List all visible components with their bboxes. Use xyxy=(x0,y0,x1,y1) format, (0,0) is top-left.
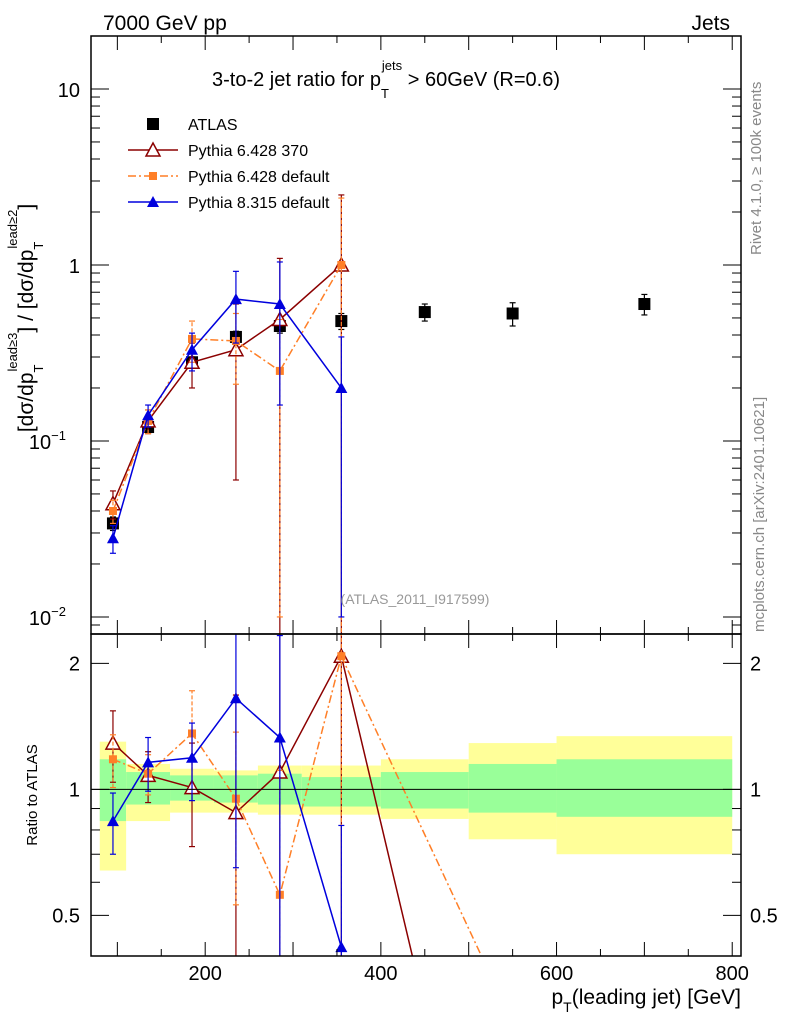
legend-item-atlas: ATLAS xyxy=(147,117,238,134)
main-series-p6_def xyxy=(108,197,346,634)
ratio-line-p8_def xyxy=(112,697,343,948)
ratio-panel-data xyxy=(104,634,483,956)
main-point-atlas-7 xyxy=(506,307,519,320)
xtick-label-400: 400 xyxy=(364,963,397,985)
ratio-point-p6_def-5 xyxy=(337,652,346,661)
main-point-p8_def-4 xyxy=(273,298,286,310)
ratio-clipped xyxy=(104,634,483,956)
band-inner-8 xyxy=(556,759,733,817)
ratio-point-p6_def-0 xyxy=(108,755,117,764)
mcplots-label: mcplots.cern.ch [arXiv:2401.10621] xyxy=(751,397,768,632)
ratio-point-p8_def-2 xyxy=(186,751,199,763)
band-inner-7 xyxy=(468,763,557,813)
xtick-label-200: 200 xyxy=(189,963,222,985)
legend-item-p6_def: Pythia 6.428 default xyxy=(128,169,330,186)
ratio-ylabel: Ratio to ATLAS xyxy=(24,744,41,845)
legend-marker-atlas xyxy=(147,118,159,130)
xtick-label-800: 800 xyxy=(716,963,749,985)
ytick-label-main-0.01: 10−2 xyxy=(29,604,66,630)
ratio-frame xyxy=(90,633,742,957)
main-series-p8_def xyxy=(106,261,348,618)
ytick-label-ratio-r-1: 1 xyxy=(750,779,761,801)
x-axis-label: pT(leading jet) [GeV] xyxy=(551,986,741,1015)
ratio-series-p8_def xyxy=(106,634,348,956)
ytick-label-ratio-l-0.5: 0.5 xyxy=(52,905,80,927)
xtick-label-600: 600 xyxy=(540,963,573,985)
main-panel-data xyxy=(104,194,651,634)
ytick-label-main-10: 10 xyxy=(58,80,80,102)
main-point-atlas-6 xyxy=(418,306,431,319)
ratio-point-p8_def-5 xyxy=(335,941,348,953)
legend-marker-p8_def xyxy=(147,196,159,207)
main-point-p8_def-3 xyxy=(229,293,242,305)
ratio-point-p8_def-0 xyxy=(106,815,119,827)
main-point-atlas-8 xyxy=(638,298,651,311)
main-line-p6_def xyxy=(112,264,342,512)
ratio-point-p8_def-1 xyxy=(142,756,155,768)
chart-title: 3-to-2 jet ratio for pTjets > 60GeV (R=0… xyxy=(212,58,560,101)
main-point-p8_def-0 xyxy=(106,532,119,544)
ratio-point-p8_def-4 xyxy=(273,731,286,743)
legend-item-p6_370: Pythia 6.428 370 xyxy=(128,141,308,160)
header-right: Jets xyxy=(691,12,730,35)
ytick-label-main-0.1: 10−1 xyxy=(29,428,66,454)
legend-label-p6_370: Pythia 6.428 370 xyxy=(188,143,308,160)
legend-label-p8_def: Pythia 8.315 default xyxy=(188,195,330,212)
ratio-point-p8_def-3 xyxy=(229,692,242,704)
main-point-p6_370-3 xyxy=(227,341,245,357)
legend-item-p8_def: Pythia 8.315 default xyxy=(128,195,330,212)
analysis-watermark: (ATLAS_2011_I917599) xyxy=(341,591,490,607)
ratio-series-p6_def xyxy=(108,634,483,956)
uncertainty-bands xyxy=(99,736,733,871)
header-left: 7000 GeV pp xyxy=(103,12,227,35)
legend: ATLAS Pythia 6.428 370 Pythia 6.428 defaul… xyxy=(128,117,330,212)
main-ylabel: [dσ/dpTlead≥3] / [dσ/dpTlead≥2] xyxy=(5,204,46,432)
main-point-p8_def-5 xyxy=(335,381,348,393)
main-point-p6_def-0 xyxy=(108,506,117,515)
main-line-p6_370 xyxy=(112,264,342,504)
axis-ticks xyxy=(91,35,741,956)
legend-label-p6_def: Pythia 6.428 default xyxy=(188,169,330,186)
ytick-label-ratio-r-0.5: 0.5 xyxy=(750,905,778,927)
band-inner-6 xyxy=(380,772,469,809)
legend-marker-p6_370 xyxy=(144,141,162,157)
ytick-label-ratio-l-1: 1 xyxy=(69,779,80,801)
main-point-p8_def-1 xyxy=(142,409,155,421)
rivet-label: Rivet 4.1.0, ≥ 100k events xyxy=(748,82,765,255)
legend-marker-p6_def xyxy=(149,172,157,180)
main-clipped xyxy=(104,194,651,634)
ytick-label-ratio-l-2: 2 xyxy=(69,653,80,675)
main-line-p8_def xyxy=(112,298,342,539)
ytick-label-main-1: 1 xyxy=(69,256,80,278)
ytick-label-ratio-r-2: 2 xyxy=(750,653,761,675)
main-series-atlas xyxy=(106,293,651,532)
main-point-p8_def-2 xyxy=(186,343,199,355)
ratio-line-p6_def xyxy=(112,653,483,956)
main-point-p6_def-5 xyxy=(337,260,346,269)
axis-tick-labels: 200 400 600 800 10−2 10−1 1 10 0.5 0.5 1 1 2 2 xyxy=(29,80,778,985)
main-series-p6_370 xyxy=(104,194,350,634)
legend-label-atlas: ATLAS xyxy=(188,117,238,134)
